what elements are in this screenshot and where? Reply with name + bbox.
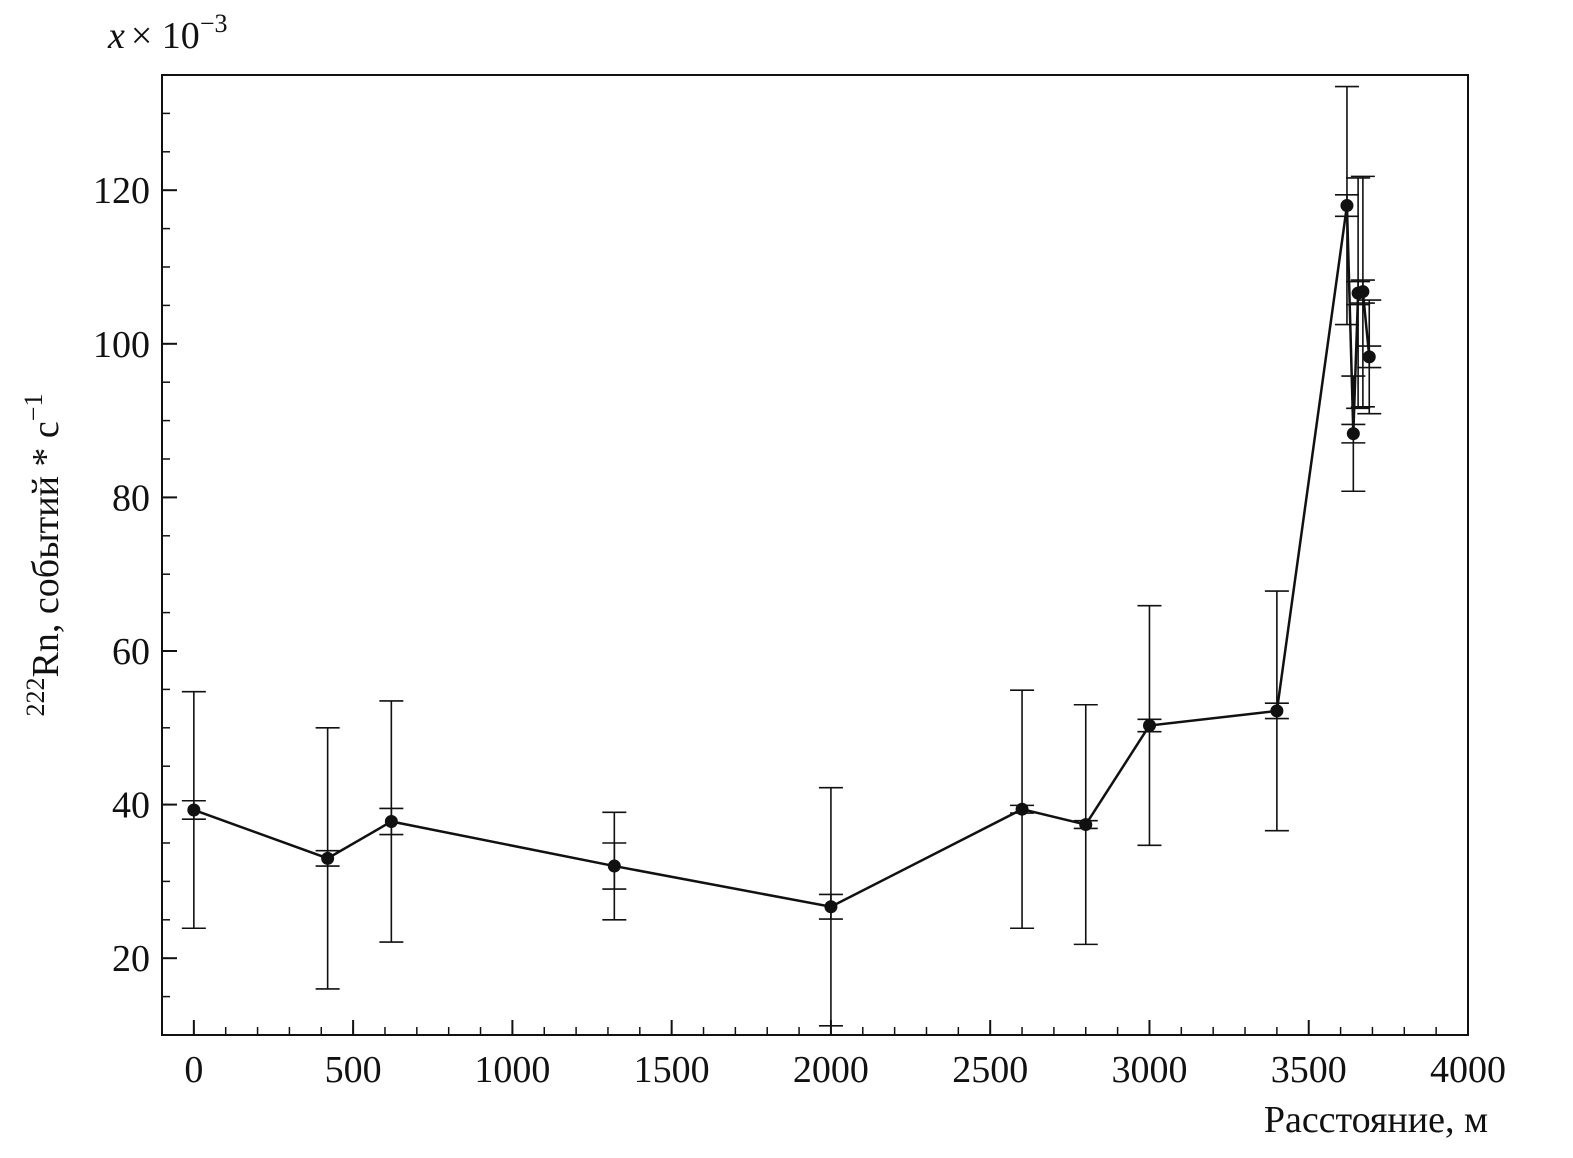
x-tick-label: 3000 xyxy=(1111,1049,1187,1091)
y-label-sup: 222 xyxy=(21,677,50,716)
data-point xyxy=(1356,285,1370,299)
data-line xyxy=(193,205,1371,909)
data-point xyxy=(187,803,201,817)
data-point xyxy=(1346,427,1360,441)
y-tick-label: 40 xyxy=(112,785,150,827)
y-label: Rn, событий * с xyxy=(25,421,67,677)
y-axis-label: 222Rn, событий * с−1 xyxy=(19,394,67,717)
y-tick-label: 20 xyxy=(112,938,150,980)
data-point xyxy=(1015,802,1029,816)
data-point xyxy=(607,859,621,873)
data-point xyxy=(1142,718,1156,732)
x-axis-label: Расстояние, м xyxy=(1264,1099,1488,1141)
y-label-exp: −1 xyxy=(19,394,48,422)
x-tick-label: 1000 xyxy=(474,1049,550,1091)
data-point xyxy=(824,900,838,914)
y-tick-label: 80 xyxy=(112,477,150,519)
data-point xyxy=(1079,818,1093,832)
plot-frame xyxy=(161,74,1469,1036)
x-tick-label: 3500 xyxy=(1271,1049,1347,1091)
x-tick-label: 0 xyxy=(184,1049,203,1091)
x-tick-label: 2500 xyxy=(952,1049,1028,1091)
x-tick-label: 4000 xyxy=(1430,1049,1506,1091)
x-tick-label: 500 xyxy=(325,1049,382,1091)
x-tick-label: 2000 xyxy=(793,1049,869,1091)
data-point xyxy=(321,851,335,865)
y-tick-label: 120 xyxy=(93,170,150,212)
x-tick-label: 1500 xyxy=(634,1049,710,1091)
y-tick-label: 100 xyxy=(93,324,150,366)
y-tick-label: 60 xyxy=(112,631,150,673)
multiplier-base: × 10 xyxy=(131,15,200,57)
data-point xyxy=(1340,199,1354,213)
multiplier-exp: −3 xyxy=(200,9,228,38)
multiplier-var: x xyxy=(107,15,125,57)
data-point xyxy=(1362,350,1376,364)
data-point xyxy=(1270,704,1284,718)
multiplier: x × 10−3 xyxy=(107,9,227,57)
data-point xyxy=(384,814,398,828)
